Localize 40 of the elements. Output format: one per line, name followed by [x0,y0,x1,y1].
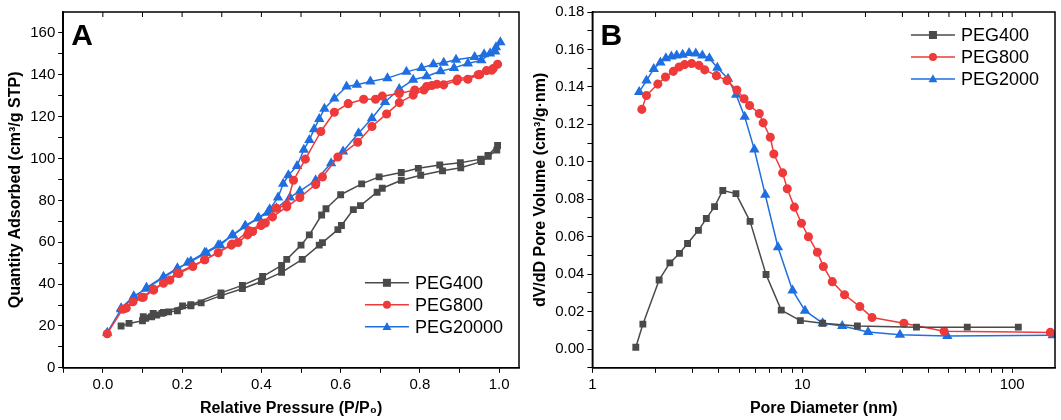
y-tick-label: 40 [38,274,56,292]
y-tick-label: 0.12 [555,114,585,132]
y-tick-label: 0.04 [555,264,585,282]
x-tick-label: 0.4 [250,374,272,392]
y-tick-label: 0.16 [555,39,585,57]
legend-label: PEG400 [414,272,483,293]
y-axis-title: dV/dD Pore Volume (cm³/g·nm) [531,72,549,308]
y-tick-label: 60 [38,232,56,250]
y-tick-label: 80 [38,190,56,208]
y-tick-label: 0 [46,357,56,375]
y-tick-label: 0.18 [555,2,585,20]
y-tick-label: 160 [30,23,56,41]
y-tick-label: 0.00 [555,339,585,357]
y-tick-label: 0.10 [555,151,585,169]
x-tick-label: 10 [793,374,811,392]
legend-label: PEG800 [414,294,483,315]
y-tick-label: 140 [30,64,56,82]
annotation: A [71,18,93,52]
y-tick-label: 120 [30,106,56,124]
x-tick-label: 0.2 [171,374,193,392]
x-tick-label: 1 [588,374,597,392]
x-tick-label: 0.0 [92,374,114,392]
annotation: B [600,18,623,52]
y-tick-label: 0.08 [555,189,585,207]
y-tick-label: 20 [38,316,56,334]
y-tick-label: 0.06 [555,226,585,244]
x-axis-title: Pore Diameter (nm) [749,398,898,416]
x-tick-label: 100 [999,374,1025,392]
x-tick-label: 0.8 [409,374,431,392]
legend-label: PEG400 [960,24,1029,45]
x-axis-title: Relative Pressure (P/P₀) [199,398,383,416]
y-axis-title: Quantity Adsorbed (cm³/g STP) [6,71,24,309]
legend-label: PEG800 [960,46,1029,67]
y-tick-label: 0.14 [555,77,585,95]
x-tick-label: 1.0 [488,374,510,392]
legend-label: PEG2000 [960,68,1040,89]
legend-label: PEG20000 [414,316,504,337]
y-tick-label: 0.02 [555,301,585,319]
x-tick-label: 0.6 [330,374,352,392]
y-tick-label: 100 [30,148,56,166]
